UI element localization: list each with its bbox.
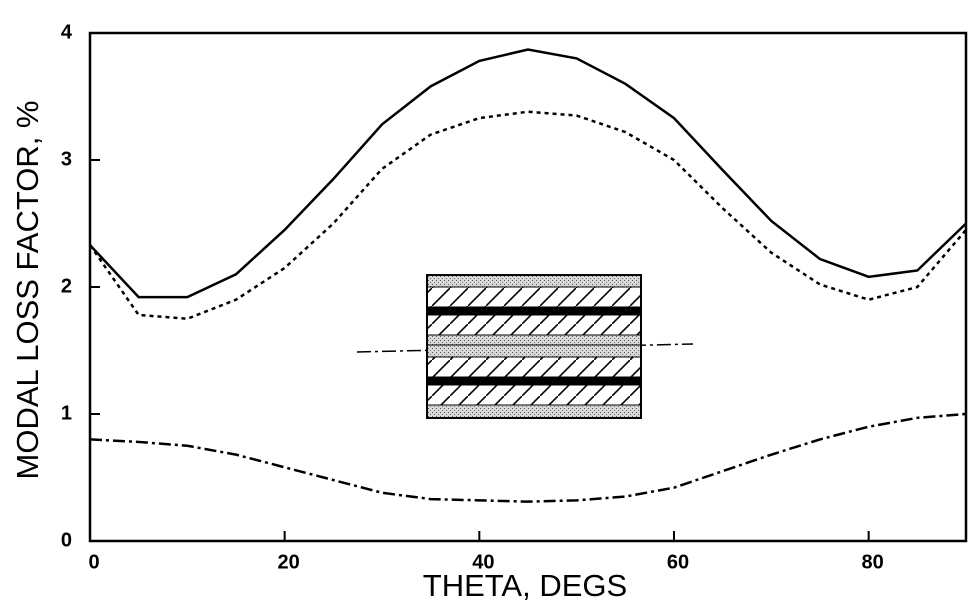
y-tick-label: 2 xyxy=(61,275,72,297)
data-line xyxy=(89,412,967,503)
y-tick-label: 1 xyxy=(61,402,72,424)
x-axis-title: THETA, DEGS xyxy=(423,568,627,603)
x-tick-label: 20 xyxy=(278,551,300,573)
y-tick-label: 4 xyxy=(61,21,73,43)
inset-laminate xyxy=(356,274,694,419)
y-axis-title: MODAL LOSS FACTOR, % xyxy=(10,101,45,480)
x-tick-label: 0 xyxy=(88,551,99,573)
x-tick-label: 80 xyxy=(862,551,884,573)
x-tick-label: 40 xyxy=(472,551,494,573)
y-tick-label: 3 xyxy=(61,148,72,170)
data-line xyxy=(88,110,967,321)
y-tick-label: 0 xyxy=(61,529,72,551)
x-tick-label: 60 xyxy=(667,551,689,573)
data-line xyxy=(89,48,967,299)
